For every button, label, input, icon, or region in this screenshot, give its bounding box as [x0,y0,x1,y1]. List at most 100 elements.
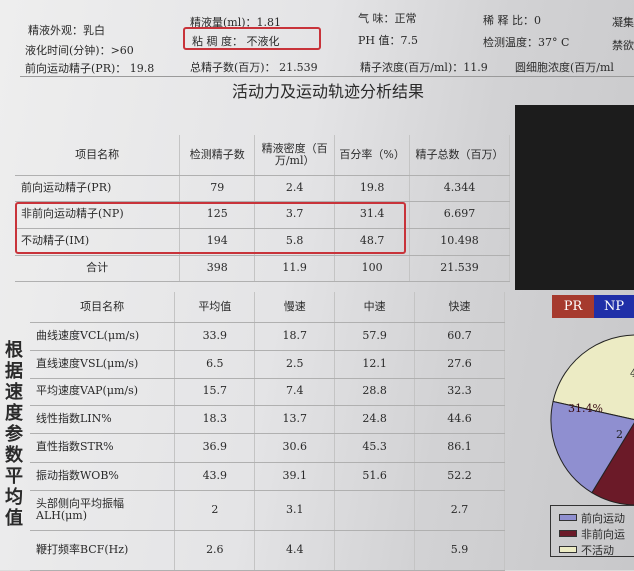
cell: 曲线速度VCL(μm/s) [30,322,176,351]
cell: 51.6 [334,462,416,491]
header-cell: 精子总数（百万） [409,135,510,176]
cell: 4.344 [409,175,510,202]
cell: 4.4 [254,530,336,571]
cell [334,490,416,531]
table-row: 直性指数STR% 36.9 30.6 45.3 86.1 [30,433,505,463]
cell: 中速 [334,292,416,323]
legend-item: 不活动 [551,542,634,557]
table-row: 鞭打频率BCF(Hz) 2.6 4.4 5.9 [30,530,505,571]
cell: 3.1 [254,490,336,531]
cell: 31.4 [334,201,411,229]
pie-slice [550,400,634,494]
header-cell: 百分率（%） [334,135,411,176]
cell: 44.6 [414,405,505,434]
pie-slice [591,422,634,506]
table-row: 线性指数LIN% 18.3 13.7 24.8 44.6 [30,405,505,434]
cell: 21.539 [409,255,510,282]
ph: PH 值：7.5 [358,34,418,47]
header-cell: 项目名称 [15,135,181,176]
table-row: 前向运动精子(PR) 79 2.4 19.8 4.344 [15,175,510,202]
cell: 非前向运动精子(NP) [15,201,181,229]
cell: 57.9 [334,322,416,351]
microscope-image [515,105,634,290]
tab-pr: PR [552,295,594,318]
velocity-table: 项目名称 平均值 慢速 中速 快速 曲线速度VCL(μm/s) 33.9 18.7 57.9 60… [30,292,505,571]
table-row: 直线速度VSL(μm/s) 6.5 2.5 12.1 27.6 [30,350,505,379]
cell: 振动指数WOB% [30,462,176,491]
table-row: 振动指数WOB% 43.9 39.1 51.6 52.2 [30,462,505,491]
pr-summary: 前向运动精子(PR)： 19.8 [25,62,155,75]
side-label: 根据速度参数平均值 [5,340,23,529]
cell: 慢速 [254,292,336,323]
legend-label: 不活动 [581,543,614,557]
cell: 86.1 [414,433,505,463]
dilution: 稀 释 比：0 [483,14,541,27]
abstinence-label: 禁欲 [612,39,634,52]
cell: 194 [179,228,256,256]
cell: 2.4 [254,175,336,202]
table-header: 项目名称 平均值 慢速 中速 快速 [30,292,505,323]
header-cell: 精液密度（百万/ml） [254,135,336,176]
cell: 平均值 [174,292,256,323]
cell: 5.8 [254,228,336,256]
cell: 19.8 [334,175,411,202]
cell: 不动精子(IM) [15,228,181,256]
liquefaction-time: 液化时间(分钟)：>60 [25,44,134,57]
legend-swatch [559,514,577,521]
legend-item: 非前向运 [551,526,634,541]
pie-label: 48 [630,367,634,380]
cell: 鞭打频率BCF(Hz) [30,530,176,571]
cell: 33.9 [174,322,256,351]
table-row: 不动精子(IM) 194 5.8 48.7 10.498 [15,228,510,256]
cell: 32.3 [414,378,505,406]
cell: 10.498 [409,228,510,256]
motility-table: 项目名称 检测精子数 精液密度（百万/ml） 百分率（%） 精子总数（百万） 前… [15,135,510,282]
motility-pie-chart: 48 31.4% 2 [550,334,634,506]
cell: 28.8 [334,378,416,406]
cell: 2.5 [254,350,336,379]
divider [20,76,634,77]
table-row: 曲线速度VCL(μm/s) 33.9 18.7 57.9 60.7 [30,322,505,351]
legend-swatch [559,546,577,553]
cell: 60.7 [414,322,505,351]
section-title: 活动力及运动轨迹分析结果 [232,82,425,101]
legend-label: 前向运动 [581,511,625,525]
cell: 直性指数STR% [30,433,176,463]
table-row: 非前向运动精子(NP) 125 3.7 31.4 6.697 [15,201,510,229]
cell: 18.3 [174,405,256,434]
cell: 3.7 [254,201,336,229]
appearance: 精液外观：乳白 [28,24,105,37]
cell: 48.7 [334,228,411,256]
cell: 30.6 [254,433,336,463]
cell: 18.7 [254,322,336,351]
cell: 39.1 [254,462,336,491]
table-row: 平均速度VAP(μm/s) 15.7 7.4 28.8 32.3 [30,378,505,406]
coagulation-label: 凝集 [612,16,634,29]
cell: 2.7 [414,490,505,531]
round-cell-summary: 圆细胞浓度(百万/ml [515,61,614,74]
cell: 398 [179,255,256,282]
temperature: 检测温度：37° C [483,36,570,49]
cell: 2.6 [174,530,256,571]
pie-legend: 前向运动 非前向运 不活动 [550,505,634,557]
table-row: 合计 398 11.9 100 21.539 [15,255,510,282]
highlight-viscosity [183,27,321,50]
cell: 平均速度VAP(μm/s) [30,378,176,406]
cell: 12.1 [334,350,416,379]
cell: 79 [179,175,256,202]
cell: 27.6 [414,350,505,379]
cell: 2 [174,490,256,531]
pie-label: 2 [616,428,623,441]
cell: 24.8 [334,405,416,434]
total-summary: 总精子数(百万)： 21.539 [190,61,318,74]
cell: 前向运动精子(PR) [15,175,181,202]
concentration-summary: 精子浓度(百万/ml)：11.9 [360,61,488,74]
cell: 15.7 [174,378,256,406]
odor: 气 味：正常 [358,12,417,25]
cell: 5.9 [414,530,505,571]
pie-label: 31.4% [568,402,603,415]
table-row: 头部侧向平均振幅ALH(μm) 2 3.1 2.7 [30,490,505,531]
highlight-np-im [15,202,406,254]
volume: 精液量(ml)：1.81 [190,16,282,29]
cell: 6.697 [409,201,510,229]
